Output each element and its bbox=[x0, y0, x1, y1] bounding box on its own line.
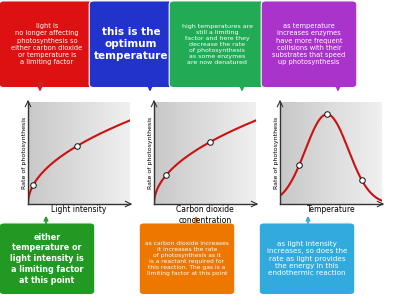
Text: as temperature
increases enzymes
have more frequent
collisions with their
substr: as temperature increases enzymes have mo… bbox=[272, 23, 346, 65]
Text: this is the
optimum
temperature: this is the optimum temperature bbox=[94, 27, 168, 61]
FancyBboxPatch shape bbox=[0, 223, 95, 295]
Text: as light intensity
increases, so does the
rate as light provides
the energy in t: as light intensity increases, so does th… bbox=[267, 241, 347, 276]
Text: light is
no longer affecting
photosynthesis so
either carbon dioxide
or temperat: light is no longer affecting photosynthe… bbox=[11, 23, 83, 65]
FancyBboxPatch shape bbox=[0, 1, 95, 88]
Y-axis label: Rate of photosynthesis: Rate of photosynthesis bbox=[274, 117, 279, 189]
X-axis label: Light intensity: Light intensity bbox=[51, 206, 107, 214]
FancyBboxPatch shape bbox=[89, 1, 173, 88]
Text: high temperatures are
still a limiting
factor and here they
decrease the rate
of: high temperatures are still a limiting f… bbox=[182, 24, 252, 65]
FancyBboxPatch shape bbox=[261, 1, 357, 88]
X-axis label: Carbon dioxide
concentration: Carbon dioxide concentration bbox=[176, 206, 234, 225]
Text: as carbon dioxide increases
it increases the rate
of photosynthesis as it
is a r: as carbon dioxide increases it increases… bbox=[145, 241, 229, 276]
FancyBboxPatch shape bbox=[139, 223, 235, 295]
Text: either
temperature or
light intensity is
a limiting factor
at this point: either temperature or light intensity is… bbox=[10, 233, 84, 285]
Y-axis label: Rate of photosynthesis: Rate of photosynthesis bbox=[22, 117, 27, 189]
Y-axis label: Rate of photosynthesis: Rate of photosynthesis bbox=[148, 117, 153, 189]
FancyBboxPatch shape bbox=[259, 223, 355, 295]
X-axis label: Temperature: Temperature bbox=[307, 206, 355, 214]
FancyBboxPatch shape bbox=[169, 1, 265, 88]
